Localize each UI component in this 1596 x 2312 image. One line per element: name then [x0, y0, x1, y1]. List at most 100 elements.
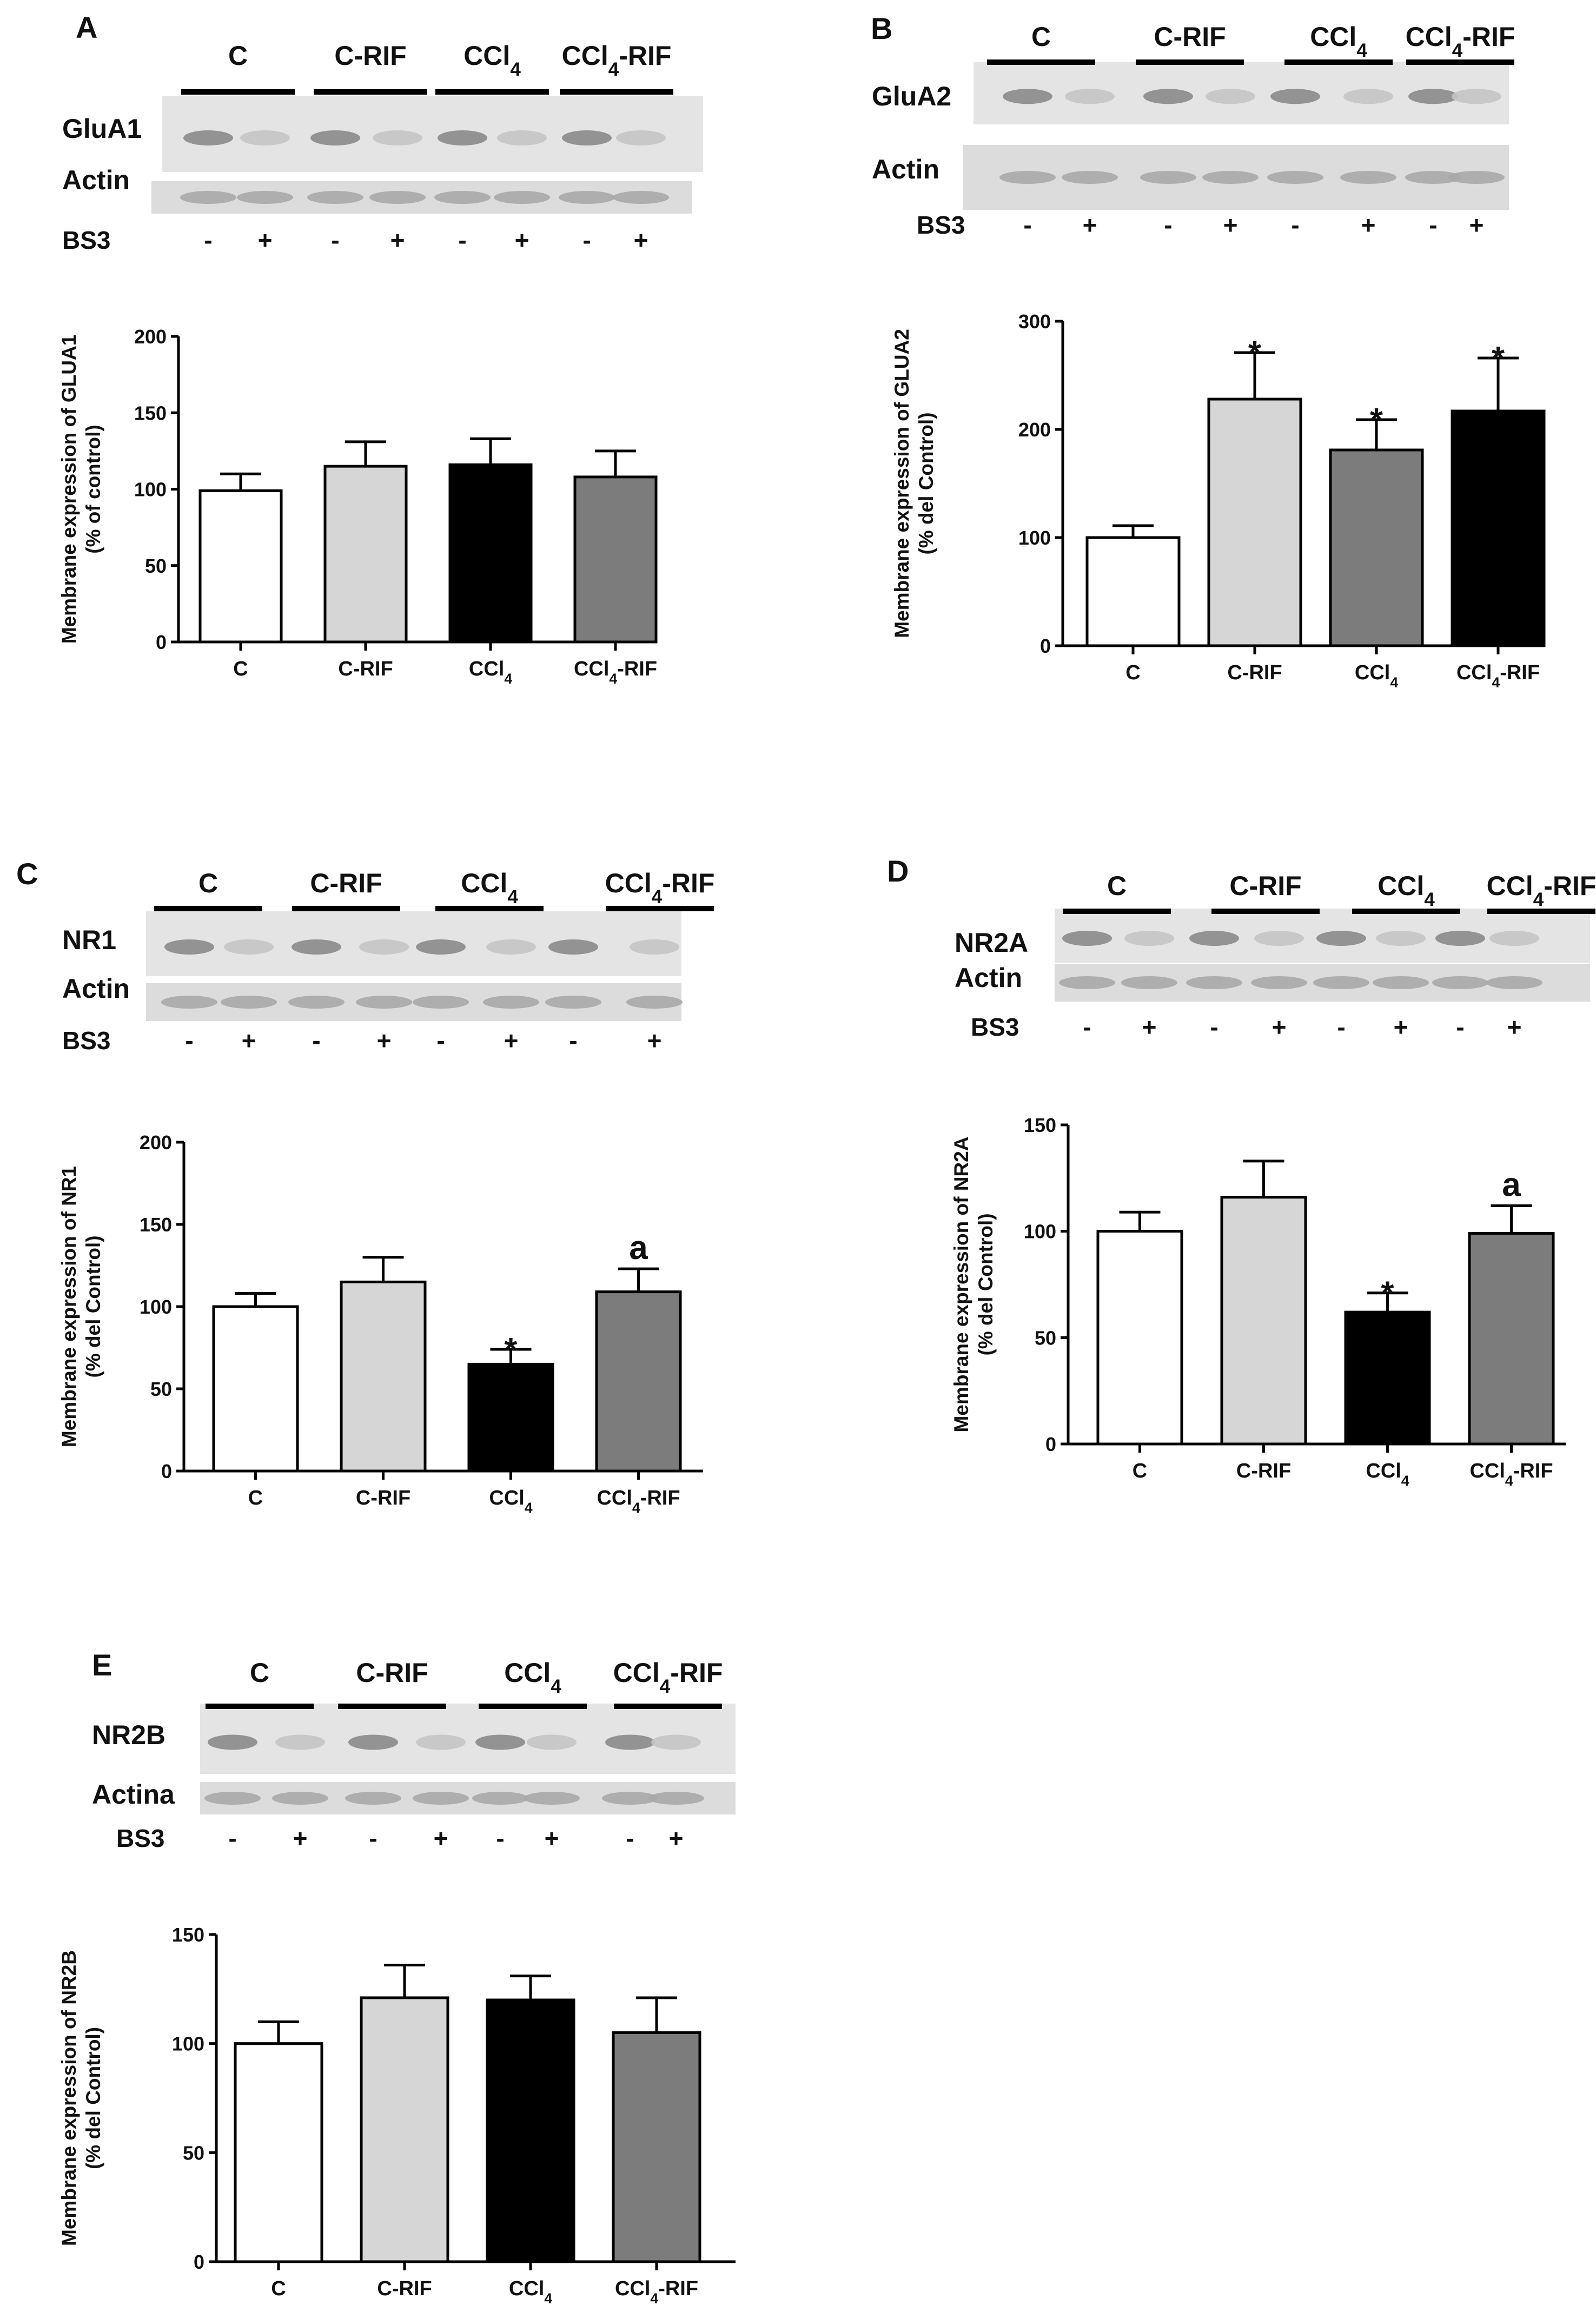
significance-label: * [504, 1331, 518, 1369]
bs3-sign: + [515, 226, 529, 254]
y-tick-label: 150 [1024, 1114, 1056, 1136]
blot-group-bar [338, 1704, 446, 1709]
blot-band [527, 1734, 577, 1750]
blot-band-actin [356, 996, 412, 1009]
western-blot: C C-RIF CCl4 CCl4-RIF NR2A Actin BS3 - + - + - + - + [955, 871, 1596, 1041]
significance-label: * [1248, 335, 1262, 372]
panel-c: C C C-RIF CCl4 CCl4-RIF NR1 Actin BS3 - + - + - + - +0 5… [16, 857, 714, 1516]
bs3-sign: - [331, 226, 339, 254]
blot-band [416, 1734, 466, 1750]
y-axis-subtitle: (% del Control) [915, 412, 937, 554]
blot-band-label: NR2A [955, 928, 1028, 958]
y-tick-label: 200 [134, 326, 167, 348]
bs3-sign: + [634, 226, 648, 254]
blot-band [359, 939, 409, 955]
western-blot: C C-RIF CCl4 CCl4-RIF NR1 Actin BS3 - + - + - + - + [62, 868, 714, 1055]
blot-band-actin [1062, 171, 1118, 184]
bar-3 [573, 475, 658, 644]
blot-group-bar [1211, 909, 1320, 914]
blot-group-label: C-RIF [310, 868, 382, 898]
blot-group-label: C [198, 868, 218, 898]
blot-band [416, 939, 466, 955]
y-tick-label: 0 [194, 2251, 204, 2273]
blot-band-actin [1202, 171, 1259, 184]
blot-band [1124, 931, 1174, 946]
blot-band [497, 130, 547, 145]
y-axis-title: Membrane expression of GLUA1 [58, 335, 80, 644]
significance-label: * [1381, 1275, 1394, 1313]
blot-band [630, 939, 679, 955]
y-tick-label: 100 [134, 479, 167, 501]
panel-a: A C C-RIF CCl4 CCl4-RIF GluA1 Actin BS3 - + - + - + - +… [58, 10, 703, 687]
y-tick-label: 150 [140, 1214, 172, 1236]
blot-group-label: C-RIF [356, 1658, 428, 1688]
y-tick-label: 0 [156, 631, 167, 653]
blot-group-bar [1406, 59, 1514, 65]
blot-band-actin [204, 1792, 261, 1805]
bs3-sign: + [1083, 211, 1097, 239]
blot-group-label: CCl4-RIF [562, 41, 672, 80]
blot-band [1435, 931, 1485, 946]
y-axis-subtitle: (% del Control) [82, 1235, 104, 1377]
y-tick-label: 50 [145, 555, 167, 577]
y-tick-label: 150 [172, 1924, 204, 1946]
bs3-sign: - [626, 1824, 634, 1852]
blot-band-actin [648, 1792, 704, 1805]
blot-band-actin [413, 996, 469, 1009]
bs3-label: BS3 [917, 211, 965, 239]
blot-band-label: NR2B [92, 1720, 165, 1750]
bar-chart: 0 50 100 150 Membrane expression of NR2B (% d… [58, 1924, 736, 2307]
blot-band-actin [1313, 976, 1369, 989]
blot-group-label: CCl4-RIF [605, 868, 715, 907]
blot-group-bar [1352, 909, 1460, 914]
x-category-label: CCl4-RIF [1469, 1460, 1553, 1489]
blot-group-label: CCl4 [1378, 871, 1435, 910]
bs3-sign: + [258, 226, 273, 254]
blot-group-label: C [1107, 871, 1127, 901]
x-category-label: C [248, 1487, 263, 1509]
western-blot: C C-RIF CCl4 CCl4-RIF NR2B Actina BS3 - + - + - + - + [92, 1658, 736, 1852]
y-tick-label: 50 [1035, 1327, 1056, 1349]
bar-3 [1451, 409, 1546, 647]
blot-group-bar [606, 906, 714, 911]
blot-band-actin [472, 1792, 528, 1805]
blot-band [275, 1734, 325, 1750]
blot-band-actin [613, 191, 669, 204]
blot-band-label: NR1 [62, 925, 116, 955]
blot-band [208, 1734, 257, 1750]
blot-group-label: C-RIF [1229, 871, 1301, 901]
blot-band-actin [1121, 976, 1177, 989]
bs3-sign: - [496, 1824, 504, 1852]
bs3-sign: - [185, 1026, 193, 1055]
blot-band [183, 130, 233, 145]
bs3-sign: + [377, 1026, 392, 1055]
bs3-sign: + [669, 1824, 684, 1852]
x-category-label: CCl4 [1366, 1460, 1409, 1489]
blot-group-label: CCl4-RIF [613, 1658, 723, 1697]
y-axis-title: Membrane expression of NR2A [950, 1137, 972, 1433]
bs3-sign: - [436, 1026, 445, 1055]
y-tick-label: 100 [1024, 1221, 1056, 1243]
blot-band-actin [345, 1792, 401, 1805]
western-blot: C C-RIF CCl4 CCl4-RIF GluA1 Actin BS3 - + - + - + - + [62, 41, 703, 254]
blot-band-actin [413, 1792, 469, 1805]
bar-0 [212, 1305, 299, 1473]
panel-letter-e: E [92, 1648, 112, 1682]
significance-label: a [1502, 1166, 1521, 1203]
x-category-label: CCl4-RIF [597, 1487, 680, 1516]
blot-group-label: C-RIF [334, 41, 406, 71]
panel-b: B C C-RIF CCl4 CCl4-RIF GluA2 Actin BS3 - + - + - + - +… [871, 11, 1546, 691]
blot-band-actin [602, 1792, 658, 1805]
y-tick-label: 50 [183, 2142, 204, 2164]
bs3-sign: + [504, 1026, 519, 1055]
x-category-label: C [1133, 1460, 1147, 1482]
blot-band [373, 130, 422, 145]
blot-band-actin [1432, 976, 1488, 989]
blot-group-label: CCl4-RIF [1406, 22, 1515, 61]
y-tick-label: 300 [1018, 310, 1051, 333]
bs3-sign: - [369, 1824, 377, 1852]
bs3-sign: + [1469, 211, 1484, 239]
bs3-label: BS3 [971, 1013, 1019, 1041]
blot-band-actin [180, 191, 236, 204]
blot-band-actin [434, 191, 491, 204]
